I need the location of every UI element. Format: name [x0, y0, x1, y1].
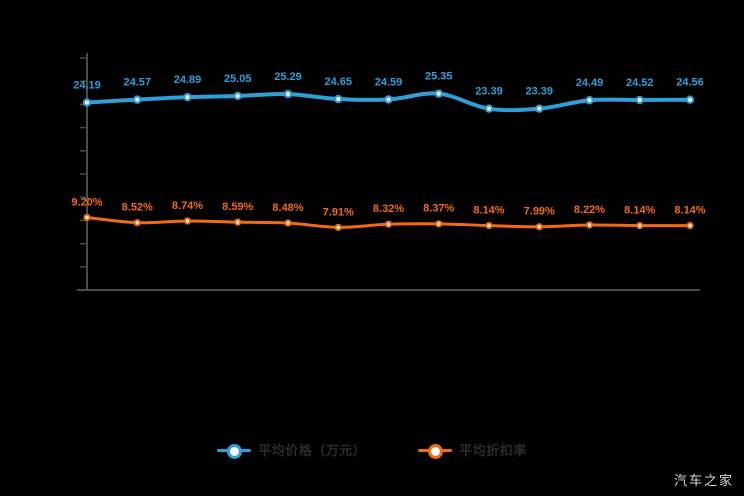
legend-item-discount[interactable]: 平均折扣率 — [418, 440, 527, 459]
data-label: 24.89 — [174, 74, 202, 86]
chart-legend: 平均价格（万元） 平均折扣率 — [0, 440, 744, 459]
data-point — [183, 92, 192, 102]
legend-item-price[interactable]: 平均价格（万元） — [217, 440, 366, 459]
data-label: 8.48% — [272, 202, 303, 214]
data-point — [334, 223, 342, 231]
legend-label-discount: 平均折扣率 — [459, 443, 527, 458]
data-label: 9.20% — [71, 196, 102, 208]
data-label: 8.14% — [674, 204, 705, 216]
data-label: 24.49 — [576, 77, 604, 89]
data-label: 24.57 — [123, 77, 151, 89]
data-label: 25.35 — [425, 71, 453, 83]
data-label: 8.22% — [574, 204, 605, 216]
data-label: 25.05 — [224, 73, 252, 85]
data-point — [234, 218, 242, 226]
data-point — [535, 223, 543, 231]
data-label: 24.56 — [676, 77, 704, 89]
data-label: 8.52% — [122, 202, 153, 214]
data-label: 25.29 — [274, 71, 302, 83]
data-point — [233, 91, 242, 101]
data-point — [485, 221, 493, 230]
watermark: 汽车之家 — [673, 474, 734, 489]
data-point — [435, 220, 443, 228]
data-label: 8.32% — [373, 203, 404, 215]
data-point — [434, 89, 443, 98]
data-label: 8.74% — [172, 200, 203, 212]
data-label-group: 24.19 24.57 24.89 25.05 25.29 24.65 24.59 25.35… — [71, 71, 705, 219]
data-label: 24.59 — [375, 76, 403, 88]
data-point — [133, 95, 142, 104]
circle-line-marker-icon — [217, 443, 252, 459]
data-point — [133, 219, 141, 227]
y-axis — [77, 53, 700, 291]
data-point — [83, 213, 91, 222]
data-point — [183, 217, 192, 225]
data-label: 7.99% — [524, 206, 555, 218]
data-label: 8.14% — [624, 204, 655, 216]
data-label: 24.65 — [324, 76, 352, 88]
data-point — [686, 221, 694, 230]
data-label: 24.52 — [626, 77, 654, 89]
data-point — [82, 98, 92, 107]
data-point — [384, 220, 393, 228]
data-label: 23.39 — [475, 86, 503, 98]
data-point — [685, 95, 695, 104]
data-point — [283, 89, 293, 99]
series-group — [82, 89, 695, 231]
data-point — [535, 104, 544, 113]
data-point — [585, 221, 594, 229]
data-point — [585, 96, 594, 105]
data-label: 7.91% — [323, 206, 354, 218]
data-label: 24.19 — [73, 79, 101, 91]
data-point — [384, 95, 393, 104]
data-label: 8.14% — [473, 204, 504, 216]
data-point — [484, 104, 494, 113]
data-label: 8.59% — [222, 201, 253, 213]
data-label: 23.39 — [525, 86, 553, 98]
data-label: 8.37% — [423, 203, 454, 215]
circle-line-marker-icon — [418, 443, 453, 459]
data-point — [636, 221, 644, 230]
data-point — [334, 94, 343, 104]
legend-label-price: 平均价格（万元） — [258, 443, 367, 458]
data-point — [635, 95, 644, 105]
data-point — [284, 219, 292, 227]
